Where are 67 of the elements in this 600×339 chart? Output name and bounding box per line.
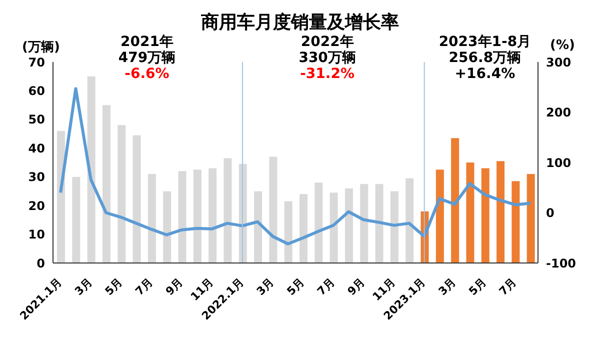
bar [224,158,232,263]
bar [284,201,292,263]
bar [148,174,156,263]
bar [102,105,110,263]
bar [208,168,217,263]
x-tick-label: 3月 [72,276,95,298]
x-tick-label: 5月 [466,276,489,298]
x-tick-label: 9月 [345,276,368,298]
x-tick-label: 7月 [496,276,520,298]
y2-tick-label: 100 [546,156,572,170]
text: 2022年 [300,34,355,50]
y2-axis-title: (%) [550,38,575,53]
x-tick-label: 3月 [254,276,277,298]
bar [254,191,262,263]
bar [466,162,474,263]
x-tick-label: 7月 [314,276,338,298]
y-tick-label: 50 [28,112,45,127]
text: 2021年 [119,34,174,50]
bar [72,176,80,263]
bar [300,194,308,263]
y2-tick-label: -100 [546,256,576,270]
y-tick-label: 20 [28,198,45,213]
bar [526,174,535,263]
annotation: -6.6% [124,66,170,82]
bar [451,138,460,263]
bar [87,76,96,263]
bar [496,161,505,263]
bar [330,192,338,263]
bar [57,130,65,263]
annotation: 479万辆 [117,50,177,66]
bar [132,135,141,263]
y-tick-label: 0 [36,256,45,270]
bar [390,191,398,263]
y-tick-label: 30 [28,170,45,184]
bar [436,170,444,263]
bar [163,191,172,263]
bar [406,178,414,263]
y-tick-label: 60 [28,84,45,98]
x-tick-label: 9月 [163,276,186,298]
x-tick-label: 3月 [436,276,458,298]
annotation: 256.8万辆 [448,50,522,66]
annotation: 330万辆 [298,50,357,66]
y-tick-label: 10 [28,228,45,242]
y-tick-label: 70 [28,55,45,70]
bar [269,156,278,263]
chart-title: 商用车月度销量及增长率 [200,11,400,34]
annotation: -31.2% [299,66,356,82]
bar [360,184,368,263]
bar [375,184,384,263]
bar [118,125,126,263]
y-axis-title: (万辆) [22,39,60,56]
line-series [59,87,532,246]
x-tick-label: 5月 [102,276,125,298]
y2-tick-label: 200 [546,106,572,120]
bar [481,168,490,263]
y-tick-label: 40 [28,141,45,156]
bar [512,181,520,263]
bar [178,171,186,263]
x-tick-label: 5月 [284,276,307,298]
bar [314,182,323,263]
y2-tick-label: 300 [546,55,572,70]
annotation: +16.4% [454,66,516,82]
bar [344,188,353,263]
y2-tick-label: 0 [546,206,554,220]
x-tick-label: 7月 [132,276,156,298]
text: 2023年1-8月 [438,34,532,50]
bar [193,170,202,263]
